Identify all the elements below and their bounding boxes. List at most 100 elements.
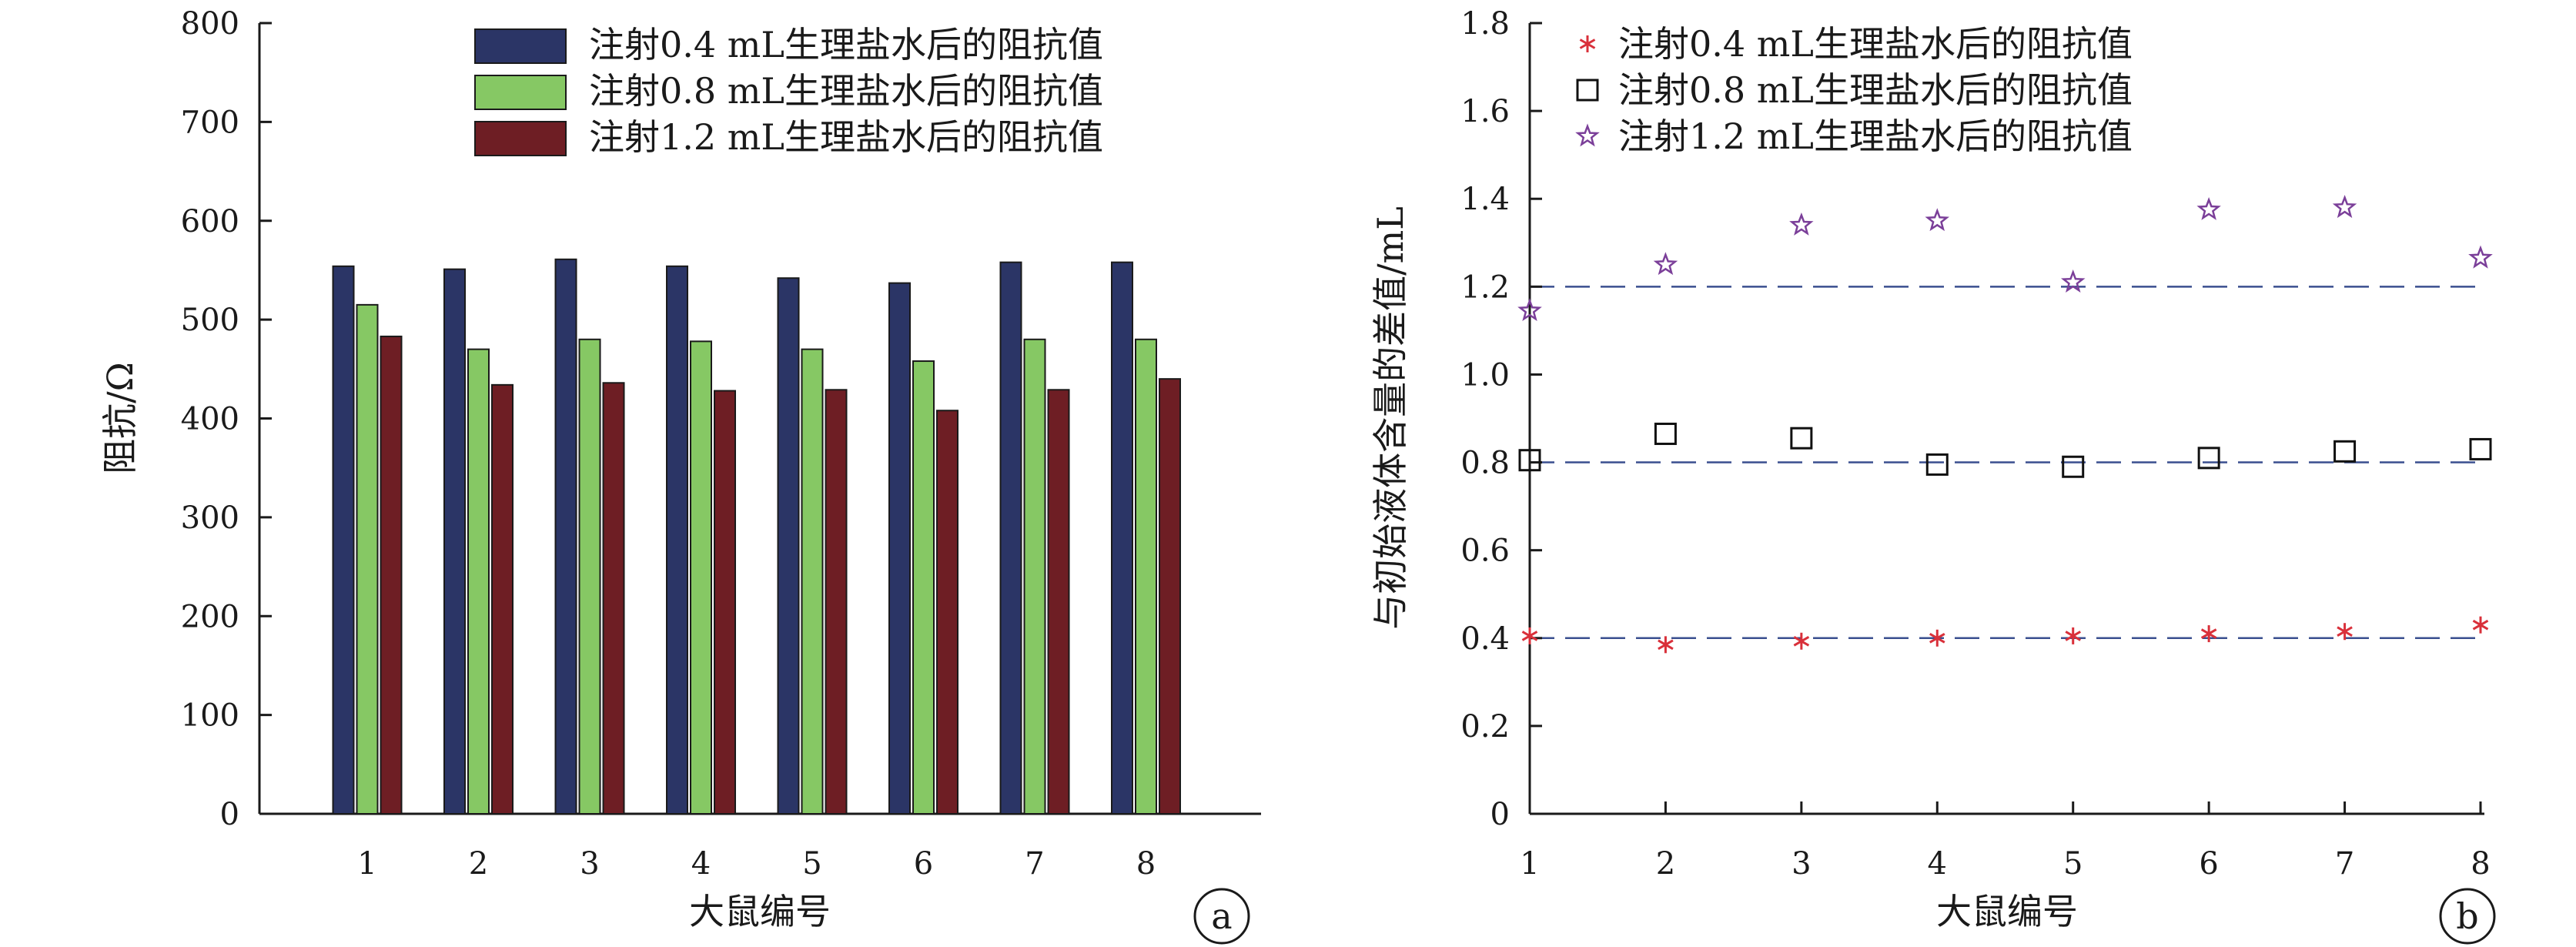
chart-b-x-tick-label: 5 [2063,846,2083,882]
chart-b-x-tick-label: 6 [2199,846,2218,882]
chart-a-bar [332,265,355,815]
chart-b-points [1517,195,2493,654]
chart-a-bar [554,258,577,815]
chart-a-x-label: 大鼠编号 [689,891,831,932]
chart-a-bar [380,335,403,815]
chart-a-x-tick-label: 7 [1025,846,1044,882]
chart-a-x-tick-label: 4 [691,846,711,882]
chart-b-legend-marker [1579,35,1596,52]
chart-b-point [2065,627,2081,644]
chart-b-point [1929,629,1945,647]
chart-a-bars [332,258,1181,815]
chart-b-legend-label: 注射0.4 mL生理盐水后的阻抗值 [1618,23,2133,65]
chart-a-bar [690,340,712,815]
chart-b-point [1518,449,1541,472]
chart-b-y-tick-label: 1.6 [1460,94,1510,129]
chart-b-point [2468,245,2493,269]
chart-b-y-ticks: 0 0.2 0.4 0.6 0.8 1.0 1.2 1.4 1.6 1.8 [1460,6,1542,832]
chart-a-bar [1159,378,1181,815]
chart-b-point [1790,427,1813,450]
chart-b-point [2332,195,2357,219]
chart-b-point [1925,453,1949,476]
chart-b-legend-marker [1576,79,1599,102]
chart-b-y-tick-label: 1.8 [1460,6,1510,42]
chart-a-y-tick-label: 400 [181,402,239,437]
chart-a-bar [801,348,824,815]
chart-a-bar [714,390,736,815]
chart-a-bar [777,277,800,815]
chart-a-bar [1111,261,1133,815]
chart-b-point [2200,625,2217,643]
chart-a-legend-swatch [474,75,567,110]
chart-a-x-tick-label: 3 [580,846,599,882]
chart-a-y-tick-label: 0 [220,797,239,832]
chart-b-point [1658,636,1674,654]
chart-b-point [2062,455,2085,478]
chart-a-y-tick-label: 300 [181,500,239,536]
chart-a-panel-label: a [1193,888,1250,945]
chart-b-legend-marker [1575,123,1600,147]
chart-b-y-tick-label: 0.4 [1460,621,1510,657]
chart-a-bar [443,268,466,815]
chart-b-legend-label: 注射0.8 mL生理盐水后的阻抗值 [1618,69,2133,111]
chart-a-x-tick-label: 6 [914,846,933,882]
chart-b-x-ticks: 1 2 3 4 5 6 7 8 [1520,801,2491,882]
chart-b-point [1653,252,1678,276]
chart-a-bar [602,382,625,815]
chart-a-x-tick-label: 2 [469,846,488,882]
chart-a-y-tick-label: 500 [181,303,239,338]
chart-b-point [1789,212,1814,236]
chart-a-bar [888,282,911,815]
chart-b: 0 0.2 0.4 0.6 0.8 1.0 1.2 1.4 1.6 1.8 1 2 3 4 5 6 7 8 大鼠… [1370,6,2496,945]
chart-b-point [1517,298,1542,322]
chart-a-bar [825,389,848,815]
chart-b-point [2061,269,2086,293]
chart-a-bar [491,383,514,815]
chart-b-point [2469,437,2492,460]
svg-text:b: b [2456,895,2478,937]
chart-a-bar [1023,338,1046,815]
chart-a-y-ticks: 0 100 200 300 400 500 600 700 800 [181,6,272,832]
chart-b-reference-lines [1530,286,2484,640]
chart-a-x-tick-label: 8 [1136,846,1156,882]
chart-a-bar [936,410,958,815]
chart-b-point [1521,627,1538,644]
chart-a-x-tick-label: 5 [802,846,821,882]
chart-b-x-tick-label: 7 [2335,846,2354,882]
chart-a-legend-label: 注射0.8 mL生理盐水后的阻抗值 [589,70,1103,112]
chart-b-y-label: 与初始液体含量的差值/mL [1370,206,1411,630]
chart-b-y-tick-label: 1.0 [1460,357,1510,393]
chart-b-y-tick-label: 0.6 [1460,534,1510,569]
chart-b-y-tick-label: 1.2 [1460,269,1510,305]
chart-b-x-tick-label: 1 [1520,846,1539,882]
chart-a-bar [912,360,935,815]
chart-a-y-tick-label: 100 [181,698,239,734]
chart-b-x-tick-label: 8 [2471,846,2490,882]
chart-b-y-tick-label: 0.2 [1460,709,1510,745]
chart-a-y-label: 阻抗/Ω [99,362,141,474]
chart-b-x-label: 大鼠编号 [1936,891,2078,932]
chart-b-y-tick-label: 0.8 [1460,446,1510,481]
chart-a-legend-label: 注射1.2 mL生理盐水后的阻抗值 [589,116,1103,158]
chart-a-bar [356,303,379,815]
chart-b-legend-label: 注射1.2 mL生理盐水后的阻抗值 [1618,115,2133,157]
chart-a-bar [1135,338,1157,815]
chart-b-panel-label: b [2439,888,2496,945]
chart-b-point [2196,196,2221,220]
chart-a-y-tick-label: 200 [181,599,239,634]
chart-a-bar [1047,389,1070,815]
chart-a-x-tick-label: 1 [357,846,376,882]
chart-a-y-tick-label: 600 [181,204,239,239]
chart-a-bar [666,265,688,815]
chart-b-point [2472,616,2489,634]
chart-b-y-tick-label: 1.4 [1460,182,1510,217]
chart-b-x-tick-label: 2 [1656,846,1675,882]
chart-b-point [1793,632,1810,650]
chart-b-x-tick-label: 4 [1928,846,1947,882]
chart-a-x-ticks: 1 2 3 4 5 6 7 8 [357,846,1156,882]
chart-b-point [2337,623,2353,641]
